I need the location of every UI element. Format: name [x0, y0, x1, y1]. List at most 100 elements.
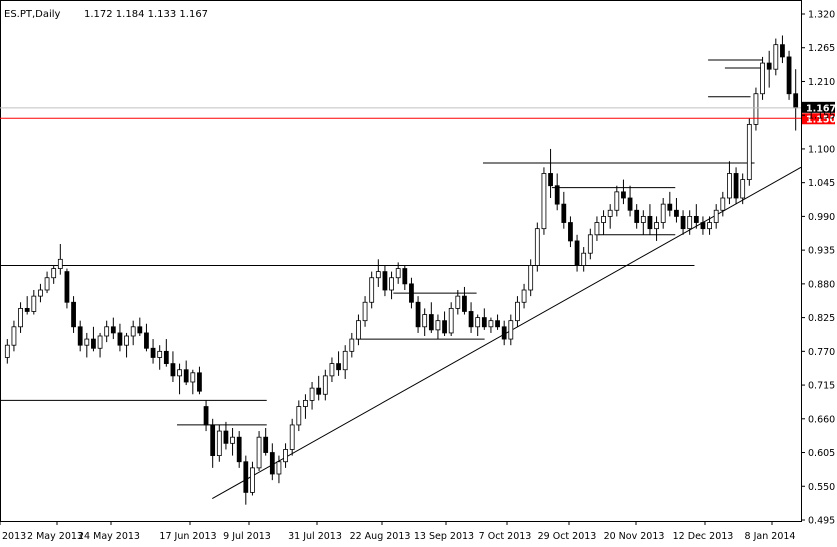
alert-price-tag [802, 113, 835, 125]
chart-symbol: ES.PT,Daily [4, 9, 61, 20]
candle-bear [667, 203, 673, 211]
candle-bear [627, 197, 633, 211]
candle-bear [680, 215, 686, 230]
candle-bear [150, 347, 156, 358]
candle-bull [488, 320, 494, 328]
candle-bull [296, 406, 302, 426]
candle-bear [793, 93, 799, 109]
candle-bear [263, 436, 269, 453]
candle-bear [382, 271, 388, 291]
candle-bull [707, 222, 712, 230]
chart-frame [0, 0, 802, 522]
candle-bear [269, 452, 275, 475]
candle-bear [183, 369, 189, 383]
candle-bear [733, 173, 739, 199]
candle-bull [375, 271, 381, 279]
candle-bear [71, 301, 76, 328]
candle-bear [700, 222, 706, 230]
x-tick-label: 12 Dec 2013 [673, 531, 734, 542]
y-tick-label: 0.825 [808, 313, 835, 324]
candle-bull [587, 234, 593, 254]
candle-bear [137, 326, 143, 334]
y-tick-label: 1.265 [808, 43, 835, 54]
candle-bear [144, 332, 149, 349]
candle-bear [693, 215, 699, 223]
candle-bear [481, 317, 487, 328]
y-tick-label: 1.320 [808, 10, 835, 21]
candle-bull [104, 326, 110, 337]
candle-bull [528, 265, 534, 291]
candle-bull [475, 317, 481, 328]
candle-bull [687, 215, 693, 230]
candle-bull [18, 307, 23, 328]
x-tick-label: 31 Jul 2013 [288, 531, 342, 542]
candle-bull [654, 222, 659, 230]
candle-bull [581, 252, 587, 266]
y-tick-label: 1.155 [808, 111, 835, 122]
x-tick-label: 13 Sep 2013 [414, 531, 474, 542]
candle-bear [110, 326, 116, 334]
candle-bull [601, 215, 606, 223]
candle-bear [428, 314, 434, 331]
y-tick-label: 0.605 [808, 448, 835, 459]
trend-line[interactable] [212, 166, 802, 499]
candle-bull [455, 295, 461, 309]
candle-bear [621, 191, 626, 199]
candle-bear [409, 283, 414, 303]
y-tick-label: 0.495 [808, 516, 835, 527]
candle-bull [760, 62, 765, 95]
candle-bear [64, 271, 70, 303]
candle-bull [422, 314, 428, 328]
candle-bear [163, 350, 169, 365]
candle-bull [534, 228, 540, 266]
candle-bear [548, 173, 553, 187]
candle-bull [309, 387, 315, 401]
candle-bull [614, 191, 620, 211]
candle-bear [501, 326, 507, 340]
x-tick-label: 9 Jul 2013 [223, 531, 271, 542]
candle-bull [11, 326, 17, 346]
candle-bull [395, 268, 401, 279]
candle-bull [356, 320, 361, 340]
y-tick-label: 0.770 [808, 347, 835, 358]
x-tick-label: 8 Jan 2014 [745, 531, 796, 542]
candle-bull [448, 307, 454, 334]
candle-bear [574, 240, 580, 266]
candle-bear [24, 307, 30, 312]
candle-bear [468, 311, 474, 328]
candle-bear [462, 295, 467, 312]
candle-bull [640, 215, 646, 223]
x-tick-label: 2013 [2, 531, 26, 542]
candle-bull [362, 301, 368, 322]
y-tick-label: 1.100 [808, 144, 835, 155]
candle-bear [236, 436, 242, 463]
x-tick-label: 29 Oct 2013 [538, 531, 597, 542]
candle-bear [554, 185, 560, 205]
candle-bull [369, 277, 375, 303]
candle-bull [51, 268, 57, 279]
candle-bear [415, 301, 421, 328]
candle-bull [230, 436, 235, 444]
candle-bull [276, 461, 282, 475]
y-tick-label: 0.660 [808, 414, 835, 425]
candle-bull [342, 350, 348, 371]
candle-bull [541, 173, 547, 230]
price-axis[interactable]: 1.320 1.265 1.210 1.155 1.100 1.045 0.990 0.935… [801, 10, 835, 527]
candle-bear [561, 203, 567, 223]
candle-bull [250, 467, 255, 493]
x-tick-label: 24 May 2013 [78, 531, 140, 542]
candle-bear [77, 326, 83, 346]
candle-bull [97, 335, 103, 349]
y-tick-label: 0.935 [808, 246, 835, 257]
candle-bull [216, 430, 222, 457]
candle-bear [780, 44, 785, 58]
candle-bull [124, 335, 129, 346]
candle-bull [303, 399, 308, 407]
candle-bull [190, 372, 196, 383]
candle-bear [91, 338, 96, 349]
candle-bull [594, 222, 600, 236]
y-tick-label: 1.210 [808, 77, 835, 88]
candle-bull [256, 436, 262, 469]
